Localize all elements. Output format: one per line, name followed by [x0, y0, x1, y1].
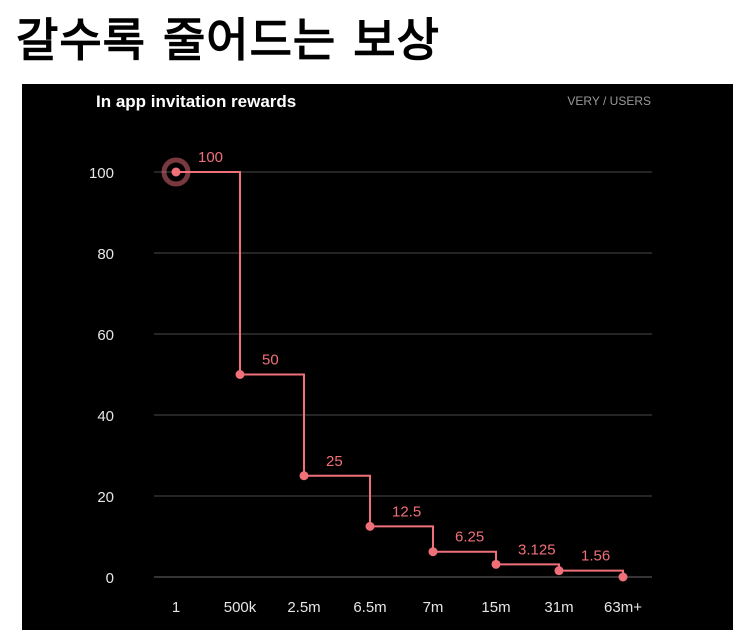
data-label: 25: [326, 453, 343, 470]
x-tick-label: 7m: [423, 599, 444, 616]
data-point: [235, 370, 245, 379]
chart-panel: 0 20 40 60 80 100 1 500k 2.5m 6.5m 7m 15m 31m 63m+ 100…: [22, 84, 733, 630]
chart-title: In app invitation rewards: [96, 92, 297, 111]
data-point: [491, 559, 501, 569]
y-tick-label: 0: [106, 570, 114, 587]
reward-step-line: [176, 171, 627, 578]
data-point: [428, 547, 438, 557]
y-tick-label: 80: [97, 246, 114, 263]
x-tick-label: 31m: [544, 599, 573, 616]
x-tick-label: 15m: [481, 599, 510, 616]
x-tick-label: 2.5m: [287, 599, 320, 616]
x-tick-label: 1: [172, 599, 180, 616]
unit-label: VERY / USERS: [567, 94, 651, 108]
data-point: [618, 572, 628, 582]
data-label: 1.56: [581, 548, 610, 565]
data-label: 12.5: [392, 503, 421, 520]
data-point: [365, 521, 375, 531]
x-tick-label: 500k: [224, 599, 257, 616]
y-tick-label: 20: [97, 489, 114, 506]
data-label: 6.25: [455, 529, 484, 546]
y-tick-label: 100: [89, 165, 114, 182]
x-tick-label: 63m+: [604, 599, 642, 616]
y-tick-label: 40: [97, 408, 114, 425]
data-label: 3.125: [518, 541, 556, 558]
rewards-step-chart: 0 20 40 60 80 100 1 500k 2.5m 6.5m 7m 15m 31m 63m+ 100…: [89, 149, 652, 616]
data-point: [171, 167, 181, 177]
x-tick-label: 6.5m: [353, 599, 386, 616]
data-label: 50: [262, 352, 279, 369]
y-tick-label: 60: [97, 327, 114, 344]
data-label: 100: [198, 149, 223, 166]
data-point: [554, 566, 564, 576]
data-point: [299, 471, 309, 481]
highlight-ring: [161, 157, 191, 187]
page-headline: 갈수록 줄어드는 보상: [16, 13, 440, 67]
